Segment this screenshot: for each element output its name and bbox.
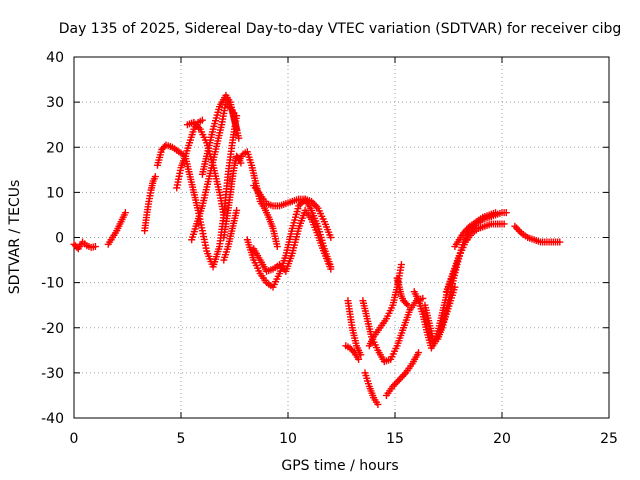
series-arc-4 bbox=[153, 141, 189, 169]
series-arc-8 bbox=[188, 98, 241, 244]
series-arc-26 bbox=[442, 220, 508, 296]
data-point bbox=[374, 400, 382, 408]
y-axis-label: SDTVAR / TECUs bbox=[7, 180, 23, 295]
series-arc-28 bbox=[511, 222, 564, 246]
data-point bbox=[198, 116, 206, 124]
data-marks bbox=[70, 91, 564, 408]
data-point bbox=[402, 300, 410, 308]
y-tick-label: 20 bbox=[46, 140, 64, 156]
series-arc-27 bbox=[451, 209, 500, 251]
y-tick-label: 30 bbox=[46, 95, 64, 111]
data-point bbox=[451, 283, 459, 291]
data-point bbox=[404, 301, 412, 309]
series-arc-21 bbox=[382, 349, 423, 399]
data-point bbox=[392, 379, 400, 387]
data-point bbox=[91, 243, 99, 251]
series-arc-14 bbox=[250, 182, 335, 241]
x-tick-label: 15 bbox=[386, 431, 404, 447]
y-tick-label: -30 bbox=[41, 366, 64, 382]
data-point bbox=[390, 381, 398, 389]
y-tick-label: -20 bbox=[41, 321, 64, 337]
data-point bbox=[355, 355, 363, 363]
data-point bbox=[512, 224, 520, 232]
data-point bbox=[511, 222, 519, 230]
x-tick-label: 10 bbox=[279, 431, 297, 447]
series-arc-11 bbox=[220, 206, 241, 264]
grid-lines bbox=[74, 57, 609, 418]
chart-title: Day 135 of 2025, Sidereal Day-to-day VTE… bbox=[59, 21, 622, 37]
y-tick-label: 10 bbox=[46, 185, 64, 201]
data-point bbox=[121, 209, 129, 217]
series-arc-3 bbox=[141, 173, 159, 235]
data-point bbox=[397, 261, 405, 269]
data-point bbox=[395, 376, 403, 384]
data-point bbox=[235, 134, 243, 142]
data-point bbox=[151, 173, 159, 181]
data-point bbox=[398, 372, 406, 380]
series-arc-9 bbox=[198, 91, 243, 178]
data-point bbox=[492, 209, 500, 217]
y-tick-label: 40 bbox=[46, 50, 64, 66]
axis-ticks: 0 5 10 15 20 25 -40 -30 -20 -10 0 10 20 30 40 bbox=[41, 50, 618, 447]
series-arc-22 bbox=[393, 274, 412, 309]
data-point bbox=[415, 349, 423, 357]
data-point bbox=[500, 220, 508, 228]
data-point bbox=[311, 201, 319, 209]
data-point bbox=[514, 226, 522, 234]
x-tick-label: 20 bbox=[493, 431, 511, 447]
series-arc-25 bbox=[434, 283, 459, 343]
data-point bbox=[233, 206, 241, 214]
x-tick-label: 25 bbox=[600, 431, 618, 447]
data-point bbox=[397, 374, 405, 382]
x-axis-label: GPS time / hours bbox=[281, 458, 398, 474]
y-tick-label: -40 bbox=[41, 411, 64, 427]
data-point bbox=[502, 209, 510, 217]
series-arc-15 bbox=[250, 206, 335, 275]
x-tick-label: 5 bbox=[177, 431, 186, 447]
data-point bbox=[556, 238, 564, 246]
series-arc-1 bbox=[70, 238, 99, 253]
data-point bbox=[273, 243, 281, 251]
data-point bbox=[327, 265, 335, 273]
series-arc-2 bbox=[104, 209, 129, 248]
series-arc-10 bbox=[220, 152, 245, 241]
x-tick-label: 0 bbox=[70, 431, 79, 447]
data-point bbox=[516, 227, 524, 235]
series-arc-16 bbox=[344, 297, 365, 359]
series-arc-20 bbox=[361, 369, 382, 408]
data-point bbox=[394, 377, 402, 385]
data-point bbox=[400, 371, 408, 379]
y-tick-label: 0 bbox=[55, 231, 64, 247]
y-tick-label: -10 bbox=[41, 276, 64, 292]
data-point bbox=[220, 211, 228, 219]
data-point bbox=[349, 347, 357, 355]
series-arc-17 bbox=[342, 342, 363, 363]
data-point bbox=[327, 234, 335, 241]
